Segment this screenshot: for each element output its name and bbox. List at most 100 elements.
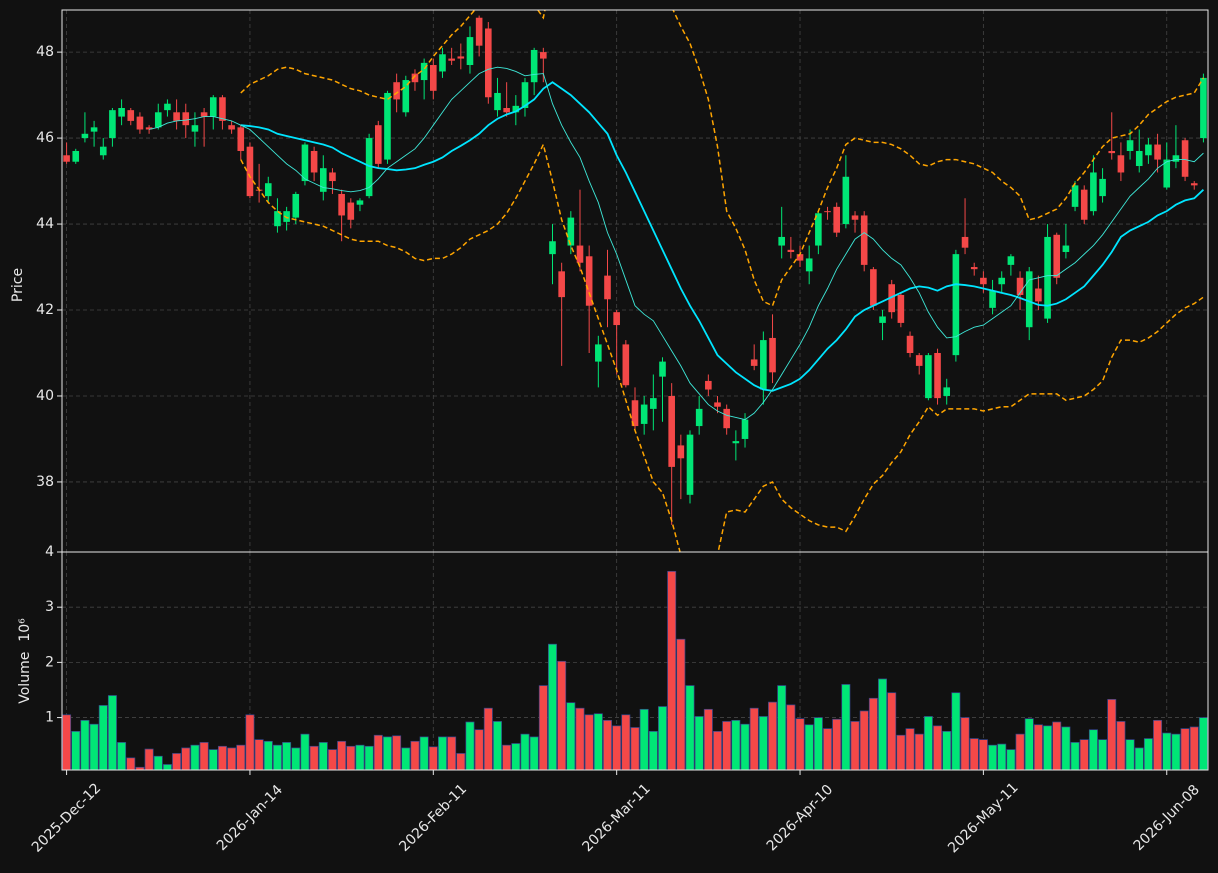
volume-bar [71,731,81,770]
volume-bar [593,713,603,770]
candle-body [870,269,877,306]
volume-bar [795,718,805,770]
candle-body [200,112,208,117]
y-tick-label: 2 [45,654,54,670]
volume-bar [337,740,347,770]
volume-bar [1198,717,1208,770]
volume-bar [1043,725,1053,770]
volume-bar [538,685,548,770]
volume-bar [309,745,319,770]
indicator-line [148,66,1204,421]
candle-body [760,340,767,390]
volume-bar [1006,749,1016,770]
volume-bar [1143,738,1153,770]
candle-body [934,352,941,399]
candle-body [1016,277,1024,295]
y-tick-label: 38 [36,474,54,490]
volume-bar [217,745,227,770]
volume-bar [1033,724,1043,770]
candle-body [787,249,795,252]
candle-body [466,37,474,66]
volume-bar [1153,719,1163,770]
candle-body [723,408,730,429]
volume-bar [447,736,457,770]
volume-bar [868,697,878,770]
candle-body [411,73,419,83]
candle-body [182,112,190,126]
candle-body [842,176,850,225]
volume-bar [282,742,292,770]
candle-body [1062,245,1070,252]
candle-body [430,65,437,91]
volume-bar [804,724,814,770]
volume-bar [1162,732,1172,770]
candle-body [246,146,254,197]
volume-bar [227,747,237,770]
volume-bar [272,744,282,770]
candle-body [63,155,70,162]
volume-bar [428,746,438,770]
volume-bar [153,755,163,770]
candle-body [136,116,144,130]
y-tick-label: 48 [36,44,54,60]
volume-bar [639,708,649,770]
candle-body [686,434,694,495]
volume-bar [768,701,777,770]
candle-body [1172,155,1180,162]
volume-bar [914,733,924,770]
candle-body [219,97,226,121]
candle-body [1126,140,1134,151]
candle-body [769,337,776,373]
volume-bar [1125,739,1135,770]
volume-bar [1024,718,1034,770]
volume-bar [245,714,255,770]
volume-bar [529,736,539,770]
volume-bar [713,731,722,770]
volume-bar [346,745,356,770]
candle-body [1163,159,1171,188]
candle-body [402,80,410,113]
volume-bar [373,734,383,770]
volume-bar [832,718,842,770]
indicator-line [240,10,1205,307]
candle-body [650,398,657,409]
candle-body [595,344,602,362]
volume-bar [62,714,72,770]
candle-body [567,217,575,246]
volume-bar [208,749,218,770]
volume-bar [263,740,273,770]
candle-body [127,110,135,121]
candle-body [585,256,593,306]
candle-body [1080,189,1088,220]
candle-body [338,193,345,216]
candle-body [1053,234,1061,278]
candle-body [485,28,492,98]
volume-bar [685,685,695,770]
candle-body [741,419,749,439]
volume-bar [117,742,127,770]
candle-body [1181,140,1189,177]
candle-body [292,193,300,218]
candle-body [989,290,996,308]
volume-bar [667,570,677,770]
volume-bar [1079,739,1089,770]
volume-bar [511,743,521,770]
volume-bar [80,719,90,770]
volume-bar [758,716,768,770]
candle-body [512,105,520,113]
candle-body [677,445,685,459]
candle-body [558,271,565,298]
volume-bar [777,685,787,770]
volume-bar [1070,742,1080,770]
volume-bar [859,710,869,770]
volume-bar [850,721,860,770]
candle-body [622,344,630,386]
volume-bar [401,747,411,770]
candle-body [374,125,382,164]
volume-bar [978,739,988,770]
volume-bar [410,740,420,770]
volume-bar [144,748,154,770]
y-tick-label: 4 [45,544,54,560]
volume-bar [98,705,108,770]
candle-body [695,408,703,427]
